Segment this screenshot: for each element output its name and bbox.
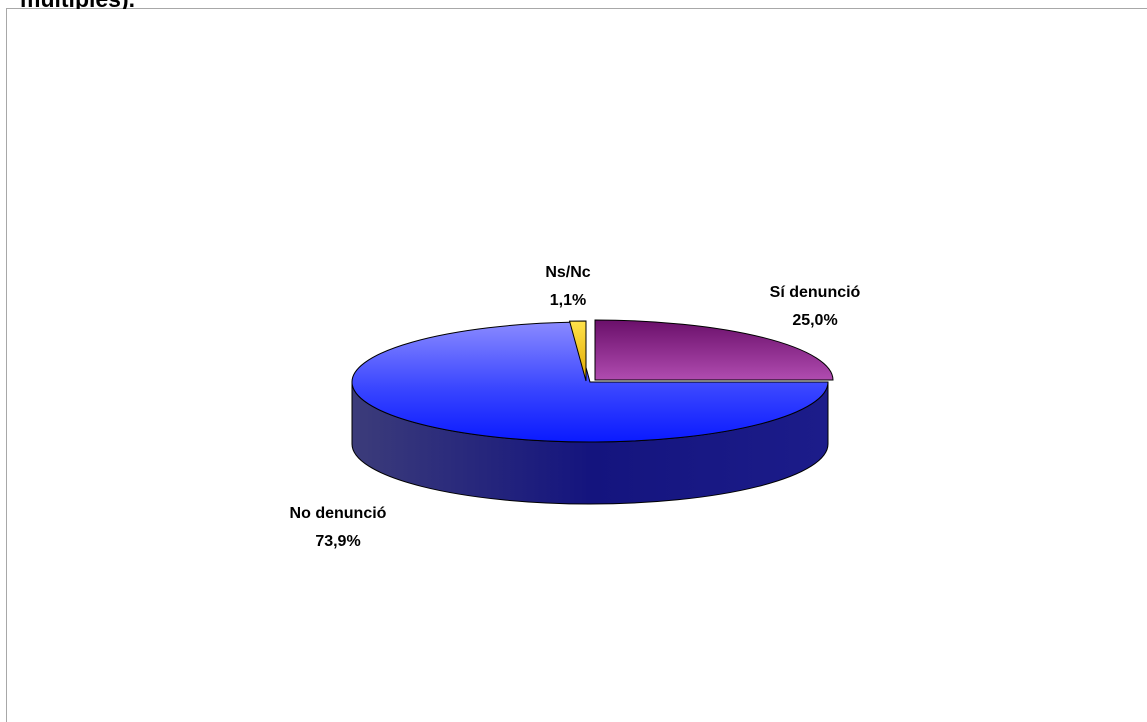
slice-value-label-0: 25,0%	[792, 312, 837, 329]
pie-slice-0	[594, 319, 834, 381]
slice-value-label-2: 1,1%	[550, 292, 586, 309]
pie-slice-1	[351, 321, 829, 443]
slice-label-0: Sí denunció	[770, 284, 861, 301]
chart-title-fragment: multiples).	[20, 0, 135, 9]
slice-value-label-1: 73,9%	[315, 533, 360, 550]
pie-slice-2	[568, 320, 587, 382]
slice-label-2: Ns/Nc	[545, 264, 590, 281]
slice-label-1: No denunció	[290, 505, 387, 522]
